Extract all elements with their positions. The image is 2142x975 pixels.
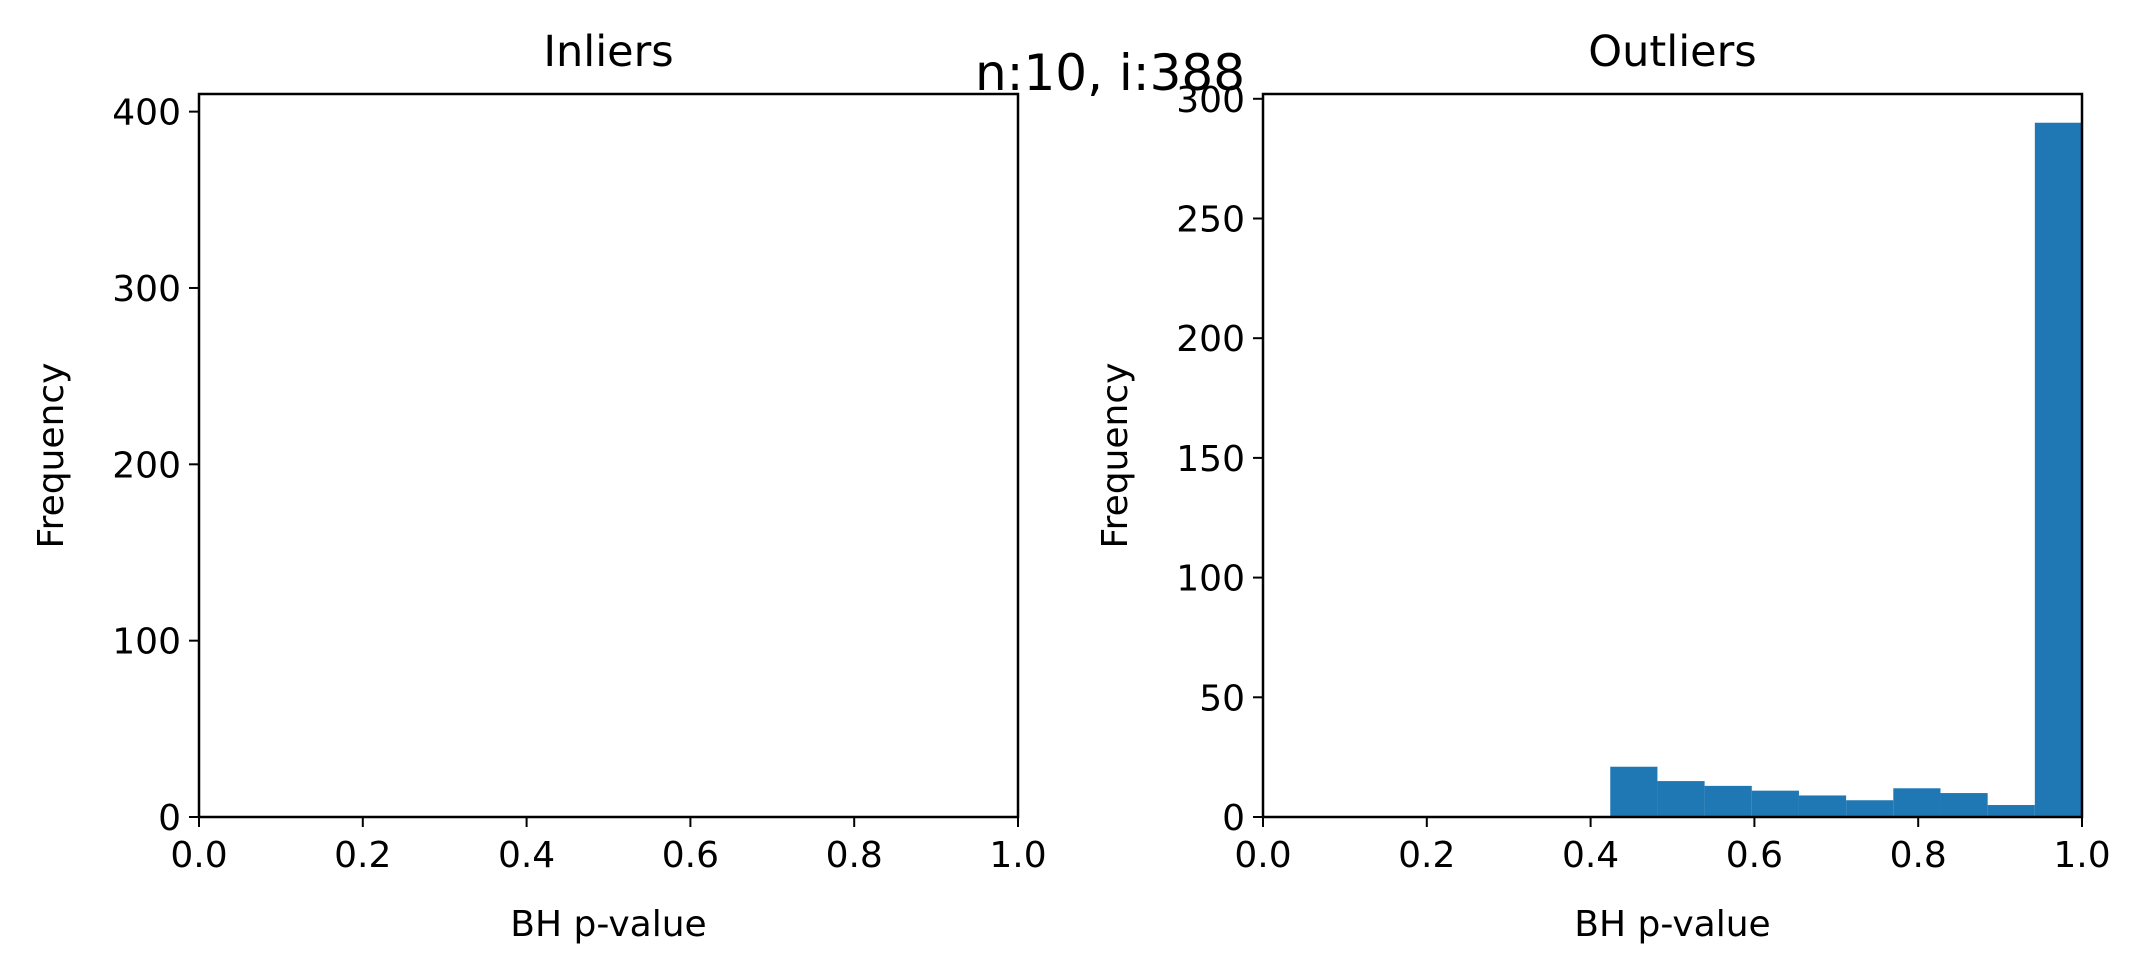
inliers-panel: 0.0 0.2 0.4 0.6 0.8 1.0 0 100 200 300 400 Inliers BH… bbox=[31, 27, 1047, 945]
outliers-axes-frame bbox=[1261, 92, 2084, 819]
inliers-x-axis-label: BH p-value bbox=[510, 904, 706, 945]
outliers-x-tick-label-1: 0.2 bbox=[1398, 835, 1455, 876]
inliers-x-tick-label-1: 0.2 bbox=[334, 835, 391, 876]
inliers-panel-title: Inliers bbox=[543, 27, 673, 77]
outliers-bar-8 bbox=[1987, 805, 2035, 817]
inliers-x-tick-label-5: 1.0 bbox=[989, 835, 1046, 876]
outliers-y-tick-label-0: 0 bbox=[1222, 798, 1245, 839]
inliers-x-tick-label-2: 0.4 bbox=[498, 835, 555, 876]
inliers-axes-frame bbox=[197, 92, 1020, 819]
outliers-y-tick-label-1: 50 bbox=[1199, 678, 1245, 719]
outliers-y-tick-label-6: 300 bbox=[1176, 80, 1245, 121]
outliers-y-tick-label-3: 150 bbox=[1176, 439, 1245, 480]
outliers-panel: 0.0 0.2 0.4 0.6 0.8 1.0 0 50 100 150 200 250 300 Outl… bbox=[1095, 27, 2111, 945]
figure-suptitle: n:10, i:388 bbox=[975, 44, 1245, 102]
outliers-x-tick-label-3: 0.6 bbox=[1726, 835, 1783, 876]
inliers-y-tick-label-4: 400 bbox=[112, 93, 181, 134]
outliers-bar-2 bbox=[1704, 785, 1752, 817]
outliers-y-tick-label-2: 100 bbox=[1176, 559, 1245, 600]
inliers-y-tick-label-2: 200 bbox=[112, 445, 181, 486]
outliers-bar-7 bbox=[1940, 793, 1988, 817]
outliers-bar-0 bbox=[1610, 766, 1658, 817]
outliers-bar-3 bbox=[1751, 790, 1799, 817]
inliers-x-tick-label-0: 0.0 bbox=[170, 835, 227, 876]
outliers-bar-9 bbox=[2034, 122, 2082, 818]
outliers-y-tick-label-5: 250 bbox=[1176, 199, 1245, 240]
outliers-panel-title: Outliers bbox=[1588, 27, 1756, 77]
inliers-x-tick-label-3: 0.6 bbox=[662, 835, 719, 876]
inliers-y-tick-label-3: 300 bbox=[112, 269, 181, 310]
outliers-y-tick-label-4: 200 bbox=[1176, 319, 1245, 360]
outliers-bar-6 bbox=[1893, 788, 1941, 817]
outliers-bar-5 bbox=[1846, 800, 1894, 817]
outliers-x-tick-label-5: 1.0 bbox=[2053, 835, 2110, 876]
outliers-bar-4 bbox=[1798, 795, 1847, 817]
inliers-y-tick-label-1: 100 bbox=[112, 622, 181, 663]
inliers-y-axis-label: Frequency bbox=[31, 363, 72, 549]
outliers-x-tick-label-0: 0.0 bbox=[1234, 835, 1291, 876]
inliers-y-tick-label-0: 0 bbox=[158, 798, 181, 839]
outliers-bar-1 bbox=[1657, 781, 1705, 817]
outliers-x-tick-label-2: 0.4 bbox=[1562, 835, 1619, 876]
outliers-y-axis-label: Frequency bbox=[1095, 363, 1136, 549]
inliers-x-tick-label-4: 0.8 bbox=[826, 835, 883, 876]
outliers-x-axis-label: BH p-value bbox=[1574, 904, 1770, 945]
outliers-x-tick-label-4: 0.8 bbox=[1890, 835, 1947, 876]
